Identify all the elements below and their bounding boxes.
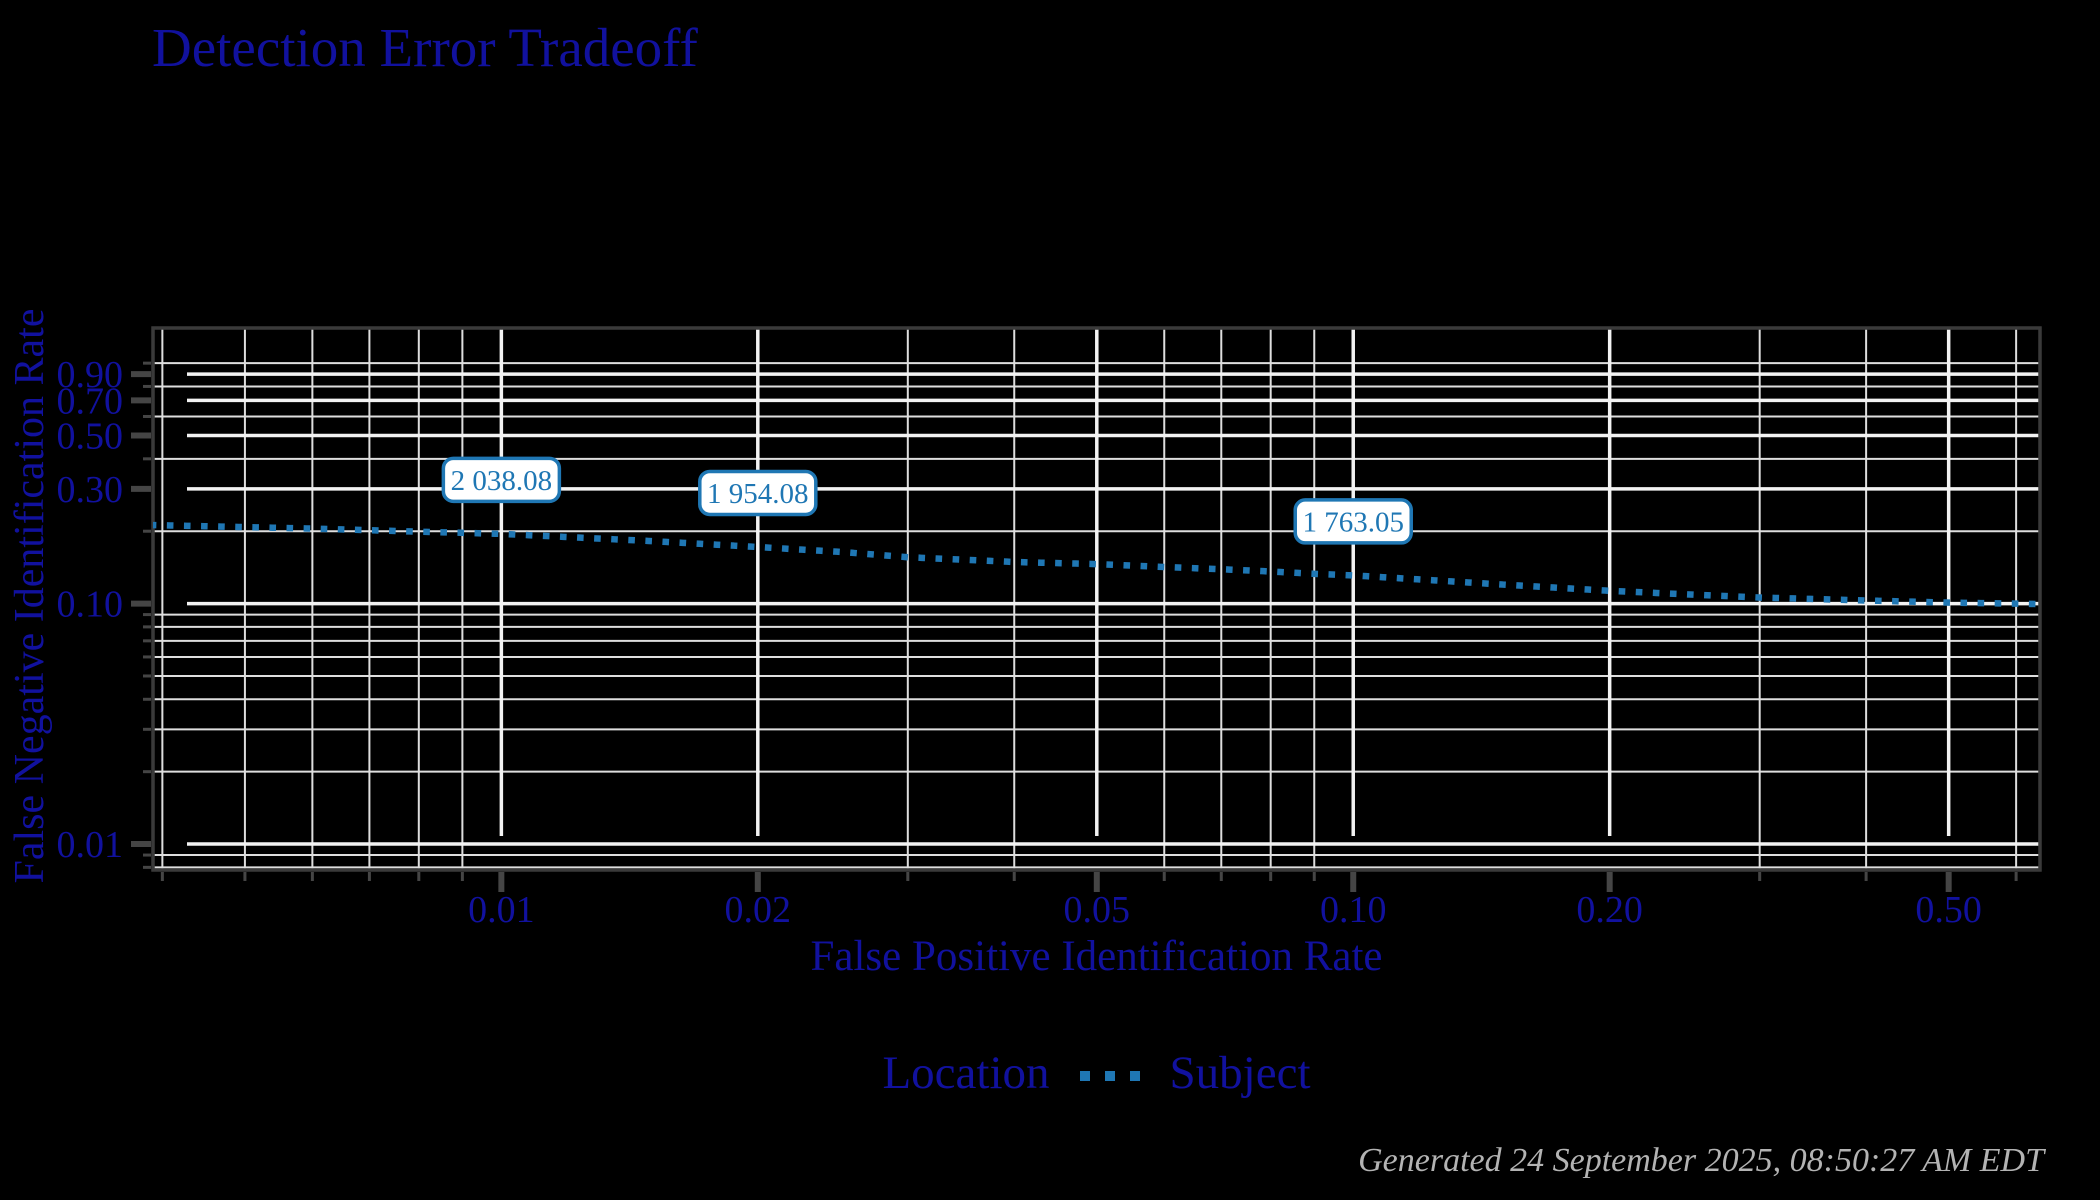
y-tick-label: 0.70 (57, 380, 124, 422)
x-tick-label: 0.20 (1576, 889, 1643, 931)
x-tick-label: 0.50 (1915, 889, 1982, 931)
x-axis-title: False Positive Identification Rate (810, 933, 1383, 980)
y-tick-label: 0.50 (57, 416, 124, 458)
generated-timestamp: Generated 24 September 2025, 08:50:27 AM… (1358, 1142, 2044, 1179)
y-tick-label: 0.90 (57, 354, 124, 396)
annotation-label: 1 954.08 (707, 478, 809, 510)
y-tick-label: 0.10 (57, 584, 124, 626)
x-tick-label: 0.05 (1064, 889, 1131, 931)
annotation-box (441, 456, 562, 504)
legend-entry-subject: Subject (1169, 1047, 1311, 1099)
dotted-line-marker (1079, 1071, 1140, 1081)
annotation-box (1293, 498, 1413, 545)
x-tick-label: 0.01 (468, 889, 535, 931)
plot-border (151, 326, 2042, 872)
annotation-label: 1 763.05 (1302, 506, 1404, 538)
y-tick-label: 0.01 (57, 824, 124, 866)
chart-title: Detection Error Tradeoff (152, 17, 698, 78)
annotation-label: 2 038.08 (451, 465, 553, 497)
y-tick-label: 0.30 (57, 469, 124, 511)
x-tick-label: 0.02 (725, 889, 792, 931)
legend: Location Subject (153, 1046, 2040, 1100)
annotation-box (698, 469, 818, 517)
y-axis-title: False Negative Identification Rate (7, 308, 53, 884)
x-tick-label: 0.10 (1320, 889, 1387, 931)
det-curve-subject (153, 521, 2040, 608)
legend-title: Location (882, 1047, 1050, 1099)
